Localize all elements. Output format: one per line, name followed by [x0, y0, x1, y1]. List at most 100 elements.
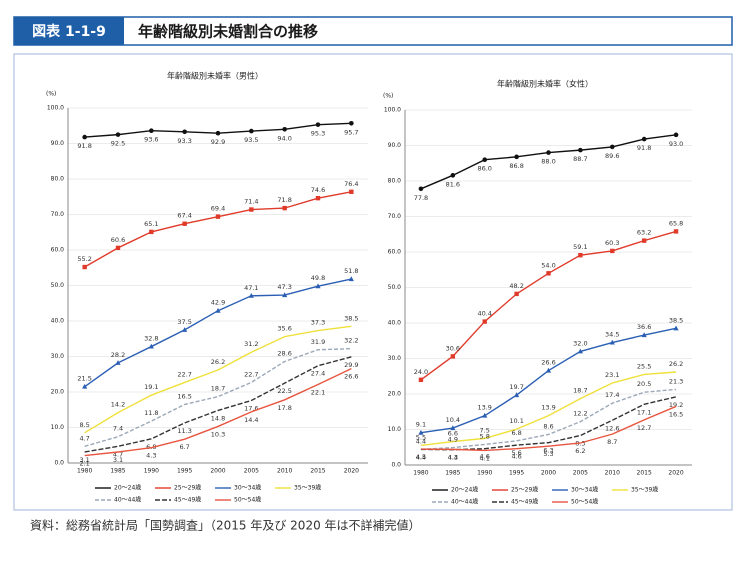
data-label: 6.8: [511, 429, 521, 437]
data-label: 54.0: [541, 261, 555, 269]
data-label: 31.9: [311, 338, 325, 346]
data-label: 18.7: [573, 387, 587, 395]
x-tick-label: 1990: [477, 470, 492, 477]
data-label: 22.7: [177, 370, 191, 378]
point: [182, 221, 187, 226]
point: [450, 425, 456, 431]
point: [641, 238, 647, 243]
point: [315, 195, 321, 201]
data-label: 30.6: [446, 344, 460, 352]
point: [418, 186, 424, 192]
point: [577, 348, 583, 354]
data-label: 17.6: [244, 405, 258, 413]
data-label: 4.9: [448, 436, 458, 444]
data-label: 5.6: [511, 449, 521, 457]
y-tick-label: 30.0: [51, 353, 65, 360]
data-label: 6.8: [146, 443, 156, 451]
data-label: 81.6: [446, 180, 460, 188]
point: [482, 319, 487, 324]
data-label: 12.2: [573, 410, 587, 418]
point: [349, 189, 354, 194]
point: [215, 130, 221, 136]
x-tick-label: 2015: [637, 470, 652, 477]
x-tick-label: 1980: [77, 468, 92, 475]
series-line: [84, 347, 352, 447]
data-label: 4.5: [416, 453, 426, 461]
x-tick-label: 1985: [110, 468, 125, 475]
point: [514, 291, 519, 297]
data-label: 13.9: [477, 404, 491, 412]
point: [182, 327, 188, 332]
data-label: 95.7: [344, 128, 358, 136]
x-tick-label: 1980: [413, 470, 428, 477]
y-tick-label: 60.0: [51, 247, 65, 254]
data-label: 91.8: [77, 142, 91, 150]
legend-label: 25〜29歳: [511, 486, 538, 494]
x-tick-label: 2005: [244, 468, 259, 475]
data-label: 17.8: [277, 404, 291, 412]
data-label: 65.8: [669, 219, 683, 227]
footer: 資料：総務省統計局「国勢調査」（2015 年及び 2020 年は不詳補完値）: [30, 518, 421, 533]
y-tick-label: 10.0: [388, 426, 402, 433]
legend-label: 40〜44歳: [451, 498, 478, 506]
legend-label: 20〜24歳: [451, 486, 478, 494]
data-label: 51.8: [344, 267, 358, 275]
point: [315, 283, 321, 289]
header-label-box: [14, 17, 124, 45]
point: [450, 173, 456, 178]
point: [82, 134, 87, 140]
y-tick-label: 100.0: [384, 107, 401, 114]
data-label: 4.6: [480, 453, 490, 461]
point: [514, 392, 520, 398]
legend-label: 50〜54歳: [234, 496, 261, 504]
y-tick-label: 80.0: [388, 178, 402, 185]
y-tick-label: 60.0: [388, 249, 402, 256]
data-label: 37.5: [177, 318, 191, 326]
data-label: 31.2: [244, 340, 258, 348]
data-label: 5.3: [543, 450, 553, 458]
data-label: 65.1: [144, 220, 158, 228]
data-label: 20.5: [637, 380, 651, 388]
y-tick-label: 10.0: [51, 424, 65, 431]
data-label: 4.7: [113, 450, 123, 458]
y-tick-label: 40.0: [51, 318, 65, 325]
point: [545, 367, 552, 373]
data-label: 95.3: [311, 130, 325, 138]
data-label: 48.2: [509, 282, 523, 290]
data-label: 11.8: [144, 409, 158, 417]
data-label: 8.6: [543, 422, 553, 430]
point: [148, 343, 154, 349]
point: [249, 207, 254, 212]
y-tick-label: 30.0: [388, 355, 402, 362]
point: [282, 292, 288, 298]
data-label: 92.5: [111, 140, 125, 148]
data-label: 36.6: [637, 323, 651, 331]
y-tick-label: 90.0: [388, 142, 402, 149]
data-label: 18.7: [211, 385, 225, 393]
point: [609, 144, 615, 150]
data-label: 92.9: [211, 138, 225, 146]
point: [215, 214, 221, 219]
data-label: 60.3: [605, 239, 619, 247]
legend-label: 45〜49歳: [511, 498, 538, 506]
data-label: 67.4: [177, 212, 191, 220]
point: [249, 128, 254, 134]
data-label: 19.1: [144, 383, 158, 391]
data-label: 21.3: [669, 377, 683, 385]
legend-label: 50〜54歳: [571, 498, 598, 506]
data-label: 93.5: [244, 136, 258, 144]
y-tick-label: 70.0: [388, 213, 402, 220]
y-axis-label: (%): [383, 93, 393, 100]
data-label: 35.6: [277, 325, 291, 333]
data-label: 28.6: [277, 349, 291, 357]
data-label: 42.9: [211, 299, 225, 307]
series-line: [420, 405, 677, 452]
data-label: 7.5: [480, 426, 490, 434]
y-tick-label: 0.0: [391, 462, 401, 469]
data-label: 13.9: [541, 404, 555, 412]
data-label: 27.4: [311, 370, 325, 378]
y-tick-label: 70.0: [51, 211, 65, 218]
point: [641, 136, 647, 142]
point: [546, 271, 551, 276]
